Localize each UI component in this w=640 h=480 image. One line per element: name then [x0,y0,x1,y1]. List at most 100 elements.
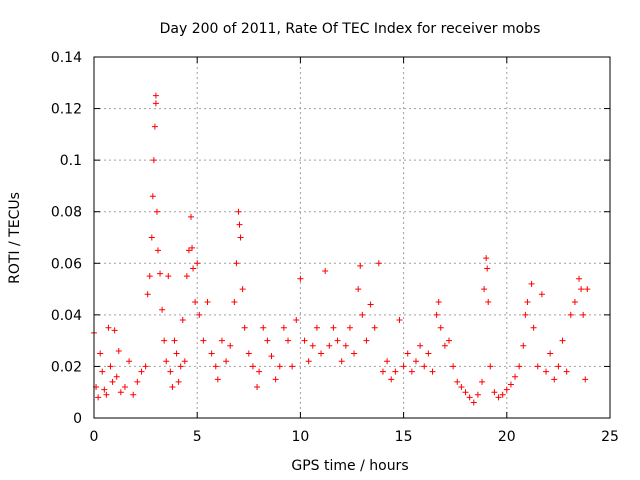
data-point [499,391,506,398]
y-axis-label: ROTI / TECUs [7,192,23,284]
data-point [576,275,583,282]
data-point [485,298,492,305]
data-point [516,363,523,370]
data-point [313,324,320,331]
data-point [547,350,554,357]
data-point [236,221,243,228]
data-point [189,244,196,251]
data-point [169,384,176,391]
data-point [322,268,329,275]
data-point [101,386,108,393]
plot-frame [93,56,611,419]
data-point [138,368,145,375]
data-point [392,368,399,375]
data-point [534,363,541,370]
data-point [245,350,252,357]
data-point [179,317,186,324]
data-point [105,324,112,331]
data-point [297,275,304,282]
data-point [437,324,444,331]
data-point [334,337,341,344]
scatter-series [91,92,591,406]
data-point [412,358,419,365]
data-point [149,193,156,200]
data-point [167,368,174,375]
data-point [425,350,432,357]
data-point [196,311,203,318]
data-point [567,311,574,318]
data-point [99,368,106,375]
data-point [462,389,469,396]
data-point [495,394,502,401]
data-point [375,260,382,267]
data-point [183,273,190,280]
data-point [218,337,225,344]
data-point [264,337,271,344]
data-point [285,337,292,344]
data-point [192,298,199,305]
data-point [289,363,296,370]
data-point [161,337,168,344]
data-point [260,324,267,331]
x-tick-label: 25 [601,429,619,445]
data-point [97,350,104,357]
data-point [249,363,256,370]
data-point [113,373,120,380]
data-point [404,350,411,357]
y-tick-label: 0 [73,411,82,427]
y-tick-label: 0.06 [51,256,82,272]
data-point [148,234,155,241]
data-point [204,298,211,305]
x-tick-label: 0 [90,429,99,445]
x-tick-label: 15 [395,429,413,445]
data-point [200,337,207,344]
data-point [151,123,158,130]
data-point [301,337,308,344]
data-point [152,92,159,99]
data-point [173,350,180,357]
data-point [446,337,453,344]
data-point [280,324,287,331]
data-point [379,368,386,375]
data-point [563,368,570,375]
data-point [338,358,345,365]
y-tick-label: 0.02 [51,359,82,375]
data-point [522,311,529,318]
data-point [111,327,118,334]
data-point [239,286,246,293]
data-point [152,100,159,107]
axis-ticks: 0 5 10 15 20 25 0 0.02 0.04 0.06 0.08 0.1 0.12 0.14 [51,50,619,445]
data-point [555,363,562,370]
data-point [450,363,457,370]
data-point [367,301,374,308]
data-point [223,358,230,365]
data-point [181,358,188,365]
data-point [551,376,558,383]
data-point [233,260,240,267]
data-point [309,342,316,349]
data-point [237,234,244,241]
data-point [146,273,153,280]
data-point [144,291,151,298]
x-tick-label: 20 [498,429,516,445]
data-point [512,373,519,380]
data-point [305,358,312,365]
data-point [227,342,234,349]
data-point [107,363,114,370]
data-point [543,368,550,375]
data-point [153,208,160,215]
data-point [520,342,527,349]
data-point [115,347,122,354]
data-point [483,255,490,262]
x-axis-label: GPS time / hours [291,458,408,474]
data-point [433,311,440,318]
data-point [175,378,182,385]
data-point [342,342,349,349]
data-point [272,376,279,383]
data-point [408,368,415,375]
data-point [190,265,197,272]
data-point [357,262,364,269]
data-point [487,363,494,370]
data-point [484,265,491,272]
data-point [188,213,195,220]
